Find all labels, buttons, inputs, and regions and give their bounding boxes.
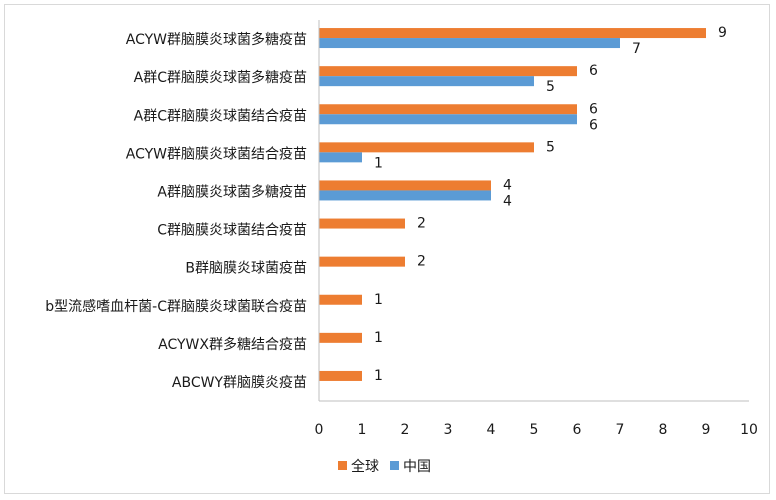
category-label: C群脑膜炎球菌结合疫苗 bbox=[157, 223, 307, 239]
bar-china bbox=[319, 190, 491, 201]
legend-label: 全球 bbox=[351, 458, 379, 475]
data-label: 4 bbox=[503, 177, 512, 193]
bar-global bbox=[319, 256, 405, 267]
x-tick-label: 7 bbox=[616, 422, 625, 438]
data-label: 1 bbox=[374, 292, 383, 308]
data-label: 2 bbox=[417, 216, 426, 232]
data-label: 6 bbox=[589, 63, 598, 79]
bar-global bbox=[319, 180, 491, 191]
x-tick-label: 1 bbox=[358, 422, 367, 438]
data-label: 2 bbox=[417, 254, 426, 270]
bars-layer bbox=[319, 28, 706, 381]
x-tick-label: 8 bbox=[659, 422, 668, 438]
labels-layer: ACYW群脑膜炎球菌多糖疫苗 9 7 A群C群脑膜炎球菌多糖疫苗 6 5 A群C群脑膜炎球菌… bbox=[45, 25, 727, 391]
category-label: B群脑膜炎球菌疫苗 bbox=[185, 261, 307, 277]
x-tick-label: 4 bbox=[487, 422, 496, 438]
category-label: A群C群脑膜炎球菌结合疫苗 bbox=[134, 108, 307, 124]
category-label: A群C群脑膜炎球菌多糖疫苗 bbox=[134, 69, 307, 86]
category-label: ACYW群脑膜炎球菌结合疫苗 bbox=[126, 146, 307, 162]
data-label: 6 bbox=[589, 101, 598, 117]
legend-swatch-global bbox=[338, 461, 347, 470]
category-label: ACYWX群多糖结合疫苗 bbox=[158, 336, 307, 353]
data-label: 4 bbox=[503, 193, 512, 209]
x-tick-label: 2 bbox=[401, 422, 410, 438]
data-label: 5 bbox=[546, 139, 555, 155]
legend: 全球 中国 bbox=[338, 458, 431, 475]
category-label: ABCWY群脑膜炎疫苗 bbox=[172, 375, 307, 391]
x-tick-label: 3 bbox=[444, 422, 453, 438]
category-label: ACYW群脑膜炎球菌多糖疫苗 bbox=[126, 31, 307, 48]
bar-china bbox=[319, 76, 534, 87]
bar-global bbox=[319, 66, 577, 77]
axis-layer: 0 1 2 3 4 5 6 7 8 9 10 bbox=[315, 20, 758, 438]
x-tick-label: 6 bbox=[573, 422, 582, 438]
legend-label: 中国 bbox=[403, 459, 431, 475]
bar-global bbox=[319, 370, 362, 381]
data-label: 5 bbox=[546, 79, 555, 95]
x-tick-label: 5 bbox=[530, 422, 539, 438]
bar-global bbox=[319, 28, 706, 39]
x-tick-label: 10 bbox=[740, 422, 758, 438]
bar-global bbox=[319, 218, 405, 229]
x-tick-label: 9 bbox=[702, 422, 711, 438]
bar-global bbox=[319, 294, 362, 305]
data-label: 1 bbox=[374, 155, 383, 171]
data-label: 1 bbox=[374, 368, 383, 384]
x-tick-label: 0 bbox=[315, 422, 324, 438]
data-label: 1 bbox=[374, 330, 383, 346]
bar-china bbox=[319, 114, 577, 125]
legend-swatch-china bbox=[390, 461, 399, 470]
bar-china bbox=[319, 152, 362, 163]
bar-global bbox=[319, 332, 362, 343]
data-label: 9 bbox=[718, 25, 727, 41]
category-label: A群脑膜炎球菌多糖疫苗 bbox=[157, 183, 307, 200]
bar-china bbox=[319, 38, 620, 49]
data-label: 7 bbox=[632, 41, 641, 57]
data-label: 6 bbox=[589, 117, 598, 133]
bar-global bbox=[319, 104, 577, 115]
category-label: b型流感嗜血杆菌-C群脑膜炎球菌联合疫苗 bbox=[45, 298, 307, 315]
bar-global bbox=[319, 142, 534, 153]
